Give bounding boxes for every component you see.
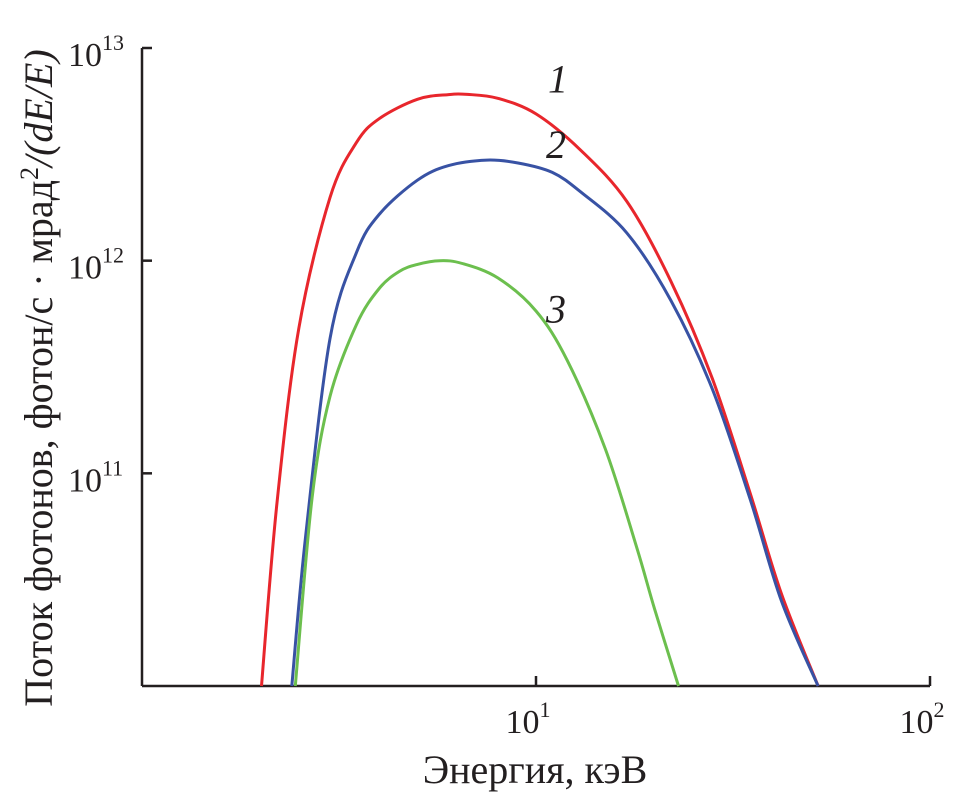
x-tick-label: 102 [900, 697, 945, 741]
y-axis-title-sup: 2 [15, 167, 44, 180]
series-line-1 [260, 92, 820, 687]
y-axis-title-tail: /(dE/E) [16, 49, 61, 169]
y-axis-title-main: Поток фотонов, фотон/с · мрад [16, 180, 61, 707]
x-tick-label: 101 [506, 697, 551, 741]
series-label-1: 1 [548, 56, 568, 101]
series-label-3: 3 [545, 287, 566, 332]
y-tick-label: 1013 [68, 30, 124, 74]
y-tick-label: 1011 [68, 455, 123, 499]
series-line-2 [290, 158, 820, 687]
axes [140, 48, 930, 688]
y-axis-title: Поток фотонов, фотон/с · мрад2/(dE/E) [15, 49, 62, 706]
series-label-2: 2 [546, 122, 566, 167]
series-line-3 [293, 259, 680, 687]
y-tick-label: 1012 [68, 243, 124, 287]
series-lines [260, 92, 820, 687]
series-labels: 1 2 3 [545, 56, 568, 331]
ticks: 101 102 1011 1012 1013 [68, 30, 945, 741]
x-axis-title: Энергия, кэВ [423, 747, 648, 792]
